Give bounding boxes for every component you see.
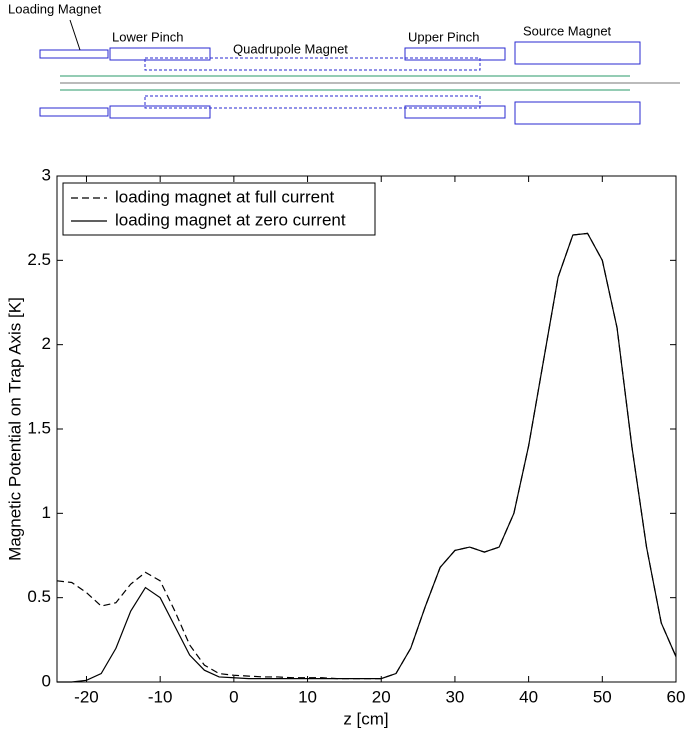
x-tick-label: 40 [519,687,538,706]
legend-label: loading magnet at zero current [115,210,346,229]
apparatus-diagram: Loading Magnet Lower Pinch Quadrupole Ma… [8,1,680,125]
y-tick-label: 0 [42,671,51,690]
y-tick-label: 2 [42,334,51,353]
series-line [56,232,677,680]
series-line [57,232,677,683]
y-tick-label: 2.5 [27,250,51,269]
x-tick-label: 20 [372,687,391,706]
diagram-label: Source Magnet [523,23,612,38]
x-tick-label: 30 [445,687,464,706]
x-tick-label: -20 [74,687,99,706]
x-tick-label: 0 [229,687,238,706]
diagram-label: Quadrupole Magnet [233,41,348,56]
diagram-label: Loading Magnet [8,1,102,16]
x-tick-label: -10 [148,687,173,706]
x-tick-label: 10 [298,687,317,706]
y-axis-label: Magnetic Potential on Trap Axis [K] [5,297,24,561]
diagram-label: Lower Pinch [112,29,184,44]
y-tick-label: 1 [42,503,51,522]
x-tick-label: 50 [593,687,612,706]
y-tick-label: 0.5 [27,587,51,606]
legend-label: loading magnet at full current [115,187,335,206]
x-axis-label: z [cm] [343,709,388,728]
y-tick-label: 3 [42,165,51,184]
plot-frame [56,175,677,683]
legend-box [62,182,376,236]
x-tick-label: 60 [667,687,686,706]
diagram-label: Upper Pinch [408,29,480,44]
y-tick-label: 1.5 [27,418,51,437]
